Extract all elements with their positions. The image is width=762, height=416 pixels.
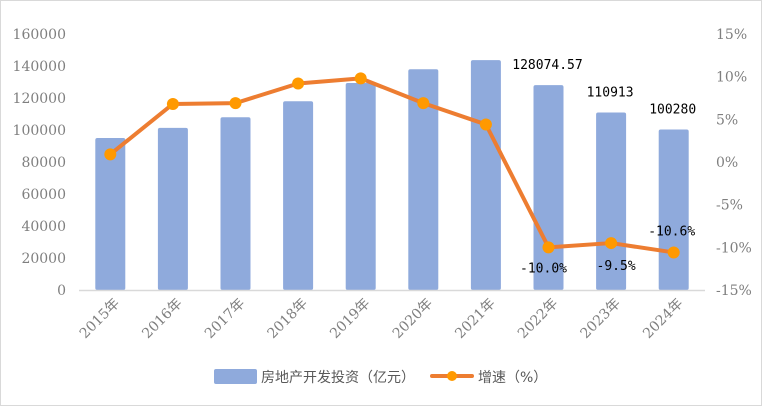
left-axis-tick-label: 160000 [13, 27, 66, 43]
x-axis-tick-label: 2018年 [265, 296, 311, 342]
growth-marker-2016年 [166, 97, 179, 110]
right-axis-tick-label: 0% [716, 155, 738, 171]
left-axis-tick-label: 120000 [13, 91, 66, 107]
line-data-label: -10.0% [520, 261, 567, 276]
x-axis-tick-label: 2023年 [578, 296, 624, 342]
x-axis-tick-label: 2021年 [452, 296, 498, 342]
x-axis-tick-label: 2022年 [515, 296, 561, 342]
x-axis-tick-label: 2015年 [77, 296, 123, 342]
growth-marker-2018年 [292, 77, 305, 90]
bar-2017年 [220, 117, 251, 290]
line-data-label: -9.5% [597, 259, 636, 274]
growth-marker-2019年 [354, 72, 367, 85]
left-axis-tick-label: 80000 [21, 155, 66, 171]
growth-marker-2024年 [667, 246, 680, 259]
legend-bar-label: 房地产开发投资（亿元） [261, 370, 415, 386]
chart-frame [0, 0, 762, 406]
bar-2020年 [408, 69, 439, 290]
left-axis-tick-label: 140000 [13, 59, 66, 75]
right-axis-tick-label: -5% [716, 198, 743, 214]
legend-bar-swatch [214, 369, 257, 384]
right-axis-tick-label: -10% [716, 240, 752, 256]
line-data-label: -10.6% [648, 224, 695, 239]
bar-2015年 [95, 138, 126, 290]
bar-2019年 [345, 82, 376, 291]
left-axis-tick-label: 40000 [21, 219, 66, 235]
right-axis-tick-label: 10% [716, 70, 747, 86]
left-axis-tick-label: 20000 [21, 251, 66, 267]
right-axis-tick-label: 5% [716, 112, 738, 128]
growth-marker-2021年 [479, 118, 492, 131]
x-axis-tick-label: 2020年 [390, 296, 436, 342]
bar-2024年 [658, 129, 689, 290]
x-axis-tick-label: 2019年 [327, 296, 373, 342]
growth-marker-2017年 [229, 97, 242, 110]
right-axis-tick-label: -15% [716, 283, 752, 299]
bar-2022年 [533, 85, 564, 290]
x-axis-tick-label: 2024年 [640, 296, 686, 342]
x-axis-tick-label: 2017年 [202, 296, 248, 342]
x-axis-tick-label: 2016年 [139, 296, 185, 342]
growth-rate-line [109, 76, 674, 255]
bar-data-label: 128074.57 [512, 58, 582, 73]
growth-marker-2022年 [542, 241, 555, 254]
bar-2016年 [157, 127, 188, 290]
growth-marker-2023年 [605, 237, 618, 250]
left-axis-tick-label: 60000 [21, 187, 66, 203]
left-axis-tick-label: 100000 [13, 123, 66, 139]
legend-line-marker [447, 371, 457, 381]
bar-data-label: 110913 [587, 86, 634, 101]
right-axis-tick-label: 15% [716, 27, 747, 43]
bar-data-label: 100280 [649, 103, 696, 118]
legend-line-label: 增速（%） [478, 370, 547, 386]
left-axis-tick-label: 0 [57, 283, 66, 299]
bar-2018年 [283, 101, 314, 290]
bar-2021年 [470, 60, 501, 290]
growth-marker-2015年 [104, 148, 117, 161]
growth-marker-2020年 [417, 97, 430, 110]
